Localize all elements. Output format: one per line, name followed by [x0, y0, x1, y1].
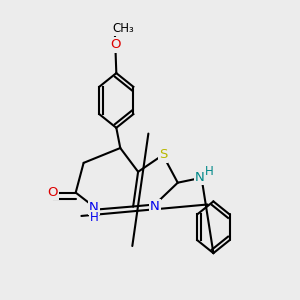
Text: H: H	[89, 211, 98, 224]
Text: S: S	[159, 148, 167, 161]
Text: O: O	[110, 38, 121, 52]
Text: O: O	[48, 186, 58, 199]
Text: N: N	[150, 200, 160, 213]
Text: CH₃: CH₃	[112, 22, 134, 34]
Text: N: N	[89, 201, 99, 214]
Text: N: N	[195, 171, 205, 184]
Text: H: H	[205, 165, 214, 178]
